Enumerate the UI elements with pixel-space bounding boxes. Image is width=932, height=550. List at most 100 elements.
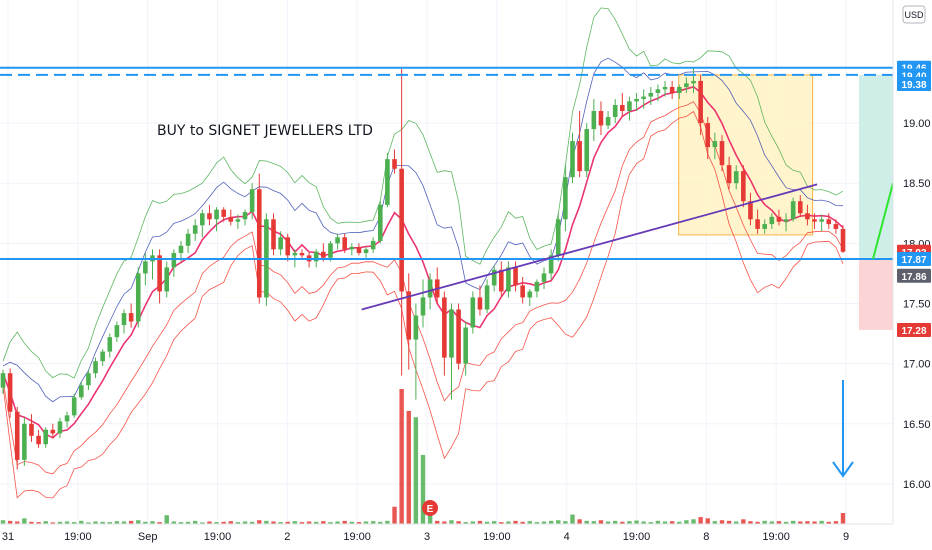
volume-bar — [613, 520, 618, 524]
volume-bar — [399, 389, 404, 524]
volume-bar — [677, 521, 682, 524]
candle-body — [812, 219, 817, 222]
candle-body — [797, 201, 803, 214]
candle-body — [477, 297, 483, 310]
candle-body — [200, 213, 205, 226]
candle-body — [733, 171, 739, 184]
volume-bar — [50, 522, 56, 524]
price-tag-label: 17.28 — [901, 326, 926, 337]
target-zone — [859, 74, 893, 259]
candle-body — [442, 297, 447, 358]
candle-body — [385, 159, 390, 205]
candle-body — [313, 251, 319, 262]
candle-body — [221, 209, 226, 217]
candle-body — [328, 243, 333, 258]
volume-bar — [648, 522, 653, 524]
candle-body — [356, 246, 362, 253]
volume-bar — [257, 520, 262, 524]
candle-body — [570, 141, 575, 178]
candle-body — [520, 285, 525, 298]
price-tag-label: 17.86 — [901, 272, 926, 283]
candle-body — [676, 86, 682, 93]
price-tag-box — [897, 251, 931, 266]
candle-body — [456, 309, 461, 364]
candle — [648, 86, 654, 105]
candle-body — [185, 233, 191, 246]
time-tick-label: 19:00 — [483, 531, 511, 543]
candle-body — [541, 273, 547, 282]
volume-bar — [719, 520, 725, 524]
volume-bar — [776, 521, 782, 524]
volume-bar — [605, 521, 611, 524]
band-middle — [2, 85, 844, 439]
candle-body — [363, 249, 369, 253]
volume-bar — [0, 520, 6, 524]
candle-body — [370, 240, 376, 250]
candle — [278, 231, 283, 256]
candle-body — [79, 385, 84, 398]
candle-body — [605, 117, 611, 126]
candle — [776, 209, 782, 226]
candle — [285, 233, 291, 262]
volume-bar — [712, 521, 718, 524]
candle — [64, 411, 70, 428]
candle — [192, 219, 198, 241]
candle — [114, 321, 120, 342]
volume-bar — [734, 521, 739, 524]
candle-body — [256, 189, 262, 298]
time-tick-label: 19:00 — [343, 531, 371, 543]
volume-bar — [513, 520, 518, 524]
volume-bar — [93, 521, 98, 524]
volume-bars — [0, 389, 846, 524]
volume-bar — [221, 521, 226, 524]
trendline — [361, 183, 818, 311]
projection-line — [872, 182, 894, 260]
earnings-marker[interactable]: E — [422, 500, 438, 516]
volume-bar — [64, 521, 70, 524]
candle-body — [534, 281, 540, 292]
candle — [100, 349, 105, 367]
volume-bar — [356, 522, 362, 524]
candle — [36, 429, 41, 448]
candle — [534, 279, 540, 298]
volume-bar — [328, 522, 333, 524]
candle-body — [114, 325, 120, 338]
candle-body — [64, 415, 70, 422]
candle — [463, 321, 469, 376]
candle-body — [71, 397, 77, 416]
candle-body — [726, 165, 732, 184]
volume-bar — [193, 520, 198, 524]
price-tick-label: 18.50 — [903, 178, 931, 190]
candle-body — [7, 373, 13, 412]
volume-bar — [207, 521, 212, 524]
candle — [598, 101, 604, 136]
candle-body — [527, 291, 533, 298]
volume-bar — [499, 522, 504, 524]
earnings-badge[interactable] — [422, 500, 438, 516]
volume-bar — [378, 521, 383, 524]
candle — [826, 213, 832, 229]
volume-bar — [769, 521, 775, 524]
candle-body — [669, 86, 675, 93]
candle-body — [634, 98, 639, 102]
candle-body — [648, 92, 654, 97]
band-lower-inner — [2, 101, 844, 475]
candle-body — [86, 373, 91, 386]
volume-bar — [392, 506, 397, 524]
candle — [470, 291, 476, 334]
volume-bar — [299, 522, 305, 524]
candle-body — [29, 423, 34, 436]
candle — [121, 309, 127, 334]
currency-button[interactable]: USD — [902, 5, 926, 24]
candle — [840, 225, 846, 253]
candle — [555, 213, 561, 262]
candle-body — [620, 105, 625, 112]
candle — [29, 414, 34, 442]
candle-body — [427, 279, 433, 298]
time-tick-label: 31 — [2, 531, 14, 543]
volume-bar — [840, 513, 846, 524]
candle-body — [790, 201, 796, 220]
volume-bar — [285, 521, 290, 524]
candle-body — [249, 189, 255, 213]
